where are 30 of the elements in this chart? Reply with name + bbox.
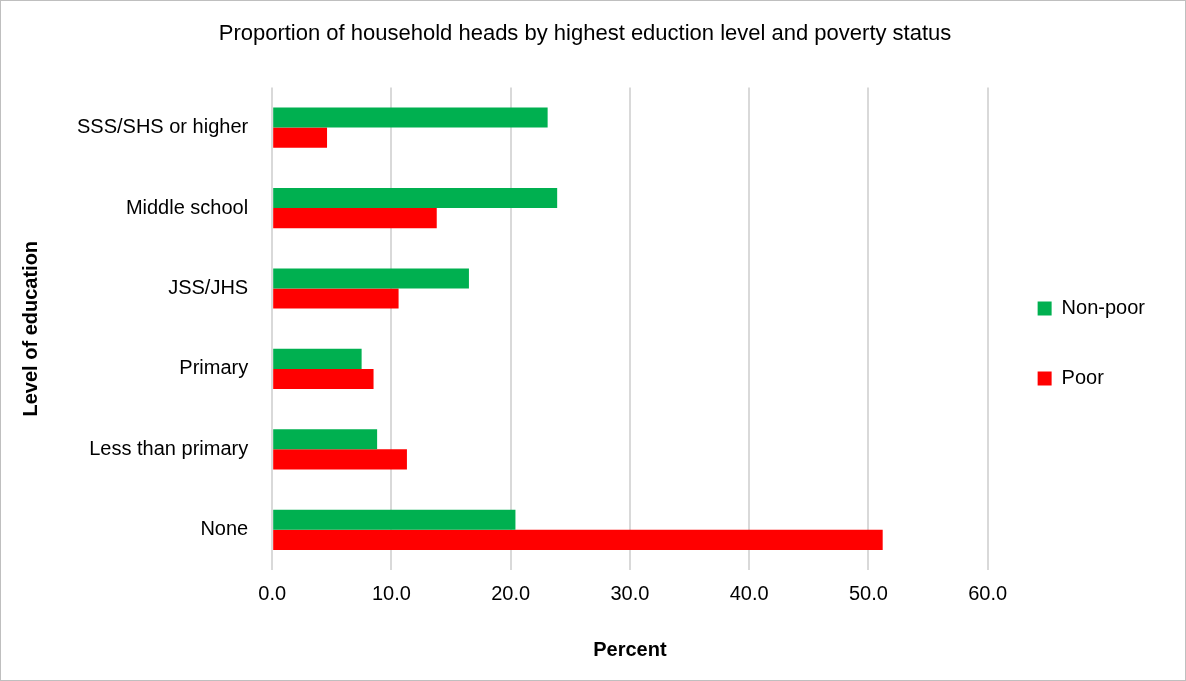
x-tick-label: 60.0 xyxy=(968,581,1008,604)
x-tick-label: 10.0 xyxy=(371,581,411,604)
bar xyxy=(273,127,328,148)
chart-title: Proportion of household heads by highest eduction level and poverty status xyxy=(218,20,952,46)
x-tick-label: 20.0 xyxy=(491,581,531,604)
bar xyxy=(273,529,883,550)
x-tick-label: 40.0 xyxy=(729,581,769,604)
legend-label: Non-poor xyxy=(1061,296,1146,319)
x-tick-label: 0.0 xyxy=(258,581,287,604)
y-tick-label: Less than primary xyxy=(89,436,249,459)
bar xyxy=(273,288,399,309)
bar xyxy=(273,107,548,128)
bar xyxy=(273,429,378,450)
bar xyxy=(273,509,516,530)
bar xyxy=(273,208,437,229)
y-tick-label: SSS/SHS or higher xyxy=(76,115,249,138)
x-tick-label: 50.0 xyxy=(848,581,888,604)
y-tick-label: JSS/JHS xyxy=(168,276,249,298)
y-axis-title: Level of education xyxy=(18,240,41,417)
bar xyxy=(273,368,374,390)
y-tick-label: Primary xyxy=(179,356,249,379)
bar xyxy=(273,187,558,209)
y-tick-label: Middle school xyxy=(125,195,249,218)
x-axis-title: Percent xyxy=(593,637,667,660)
legend-label: Poor xyxy=(1061,366,1105,389)
bar xyxy=(273,348,362,369)
y-tick-label: None xyxy=(200,517,249,540)
bar xyxy=(273,268,469,289)
x-tick-label: 30.0 xyxy=(610,581,650,604)
bar xyxy=(273,449,407,470)
